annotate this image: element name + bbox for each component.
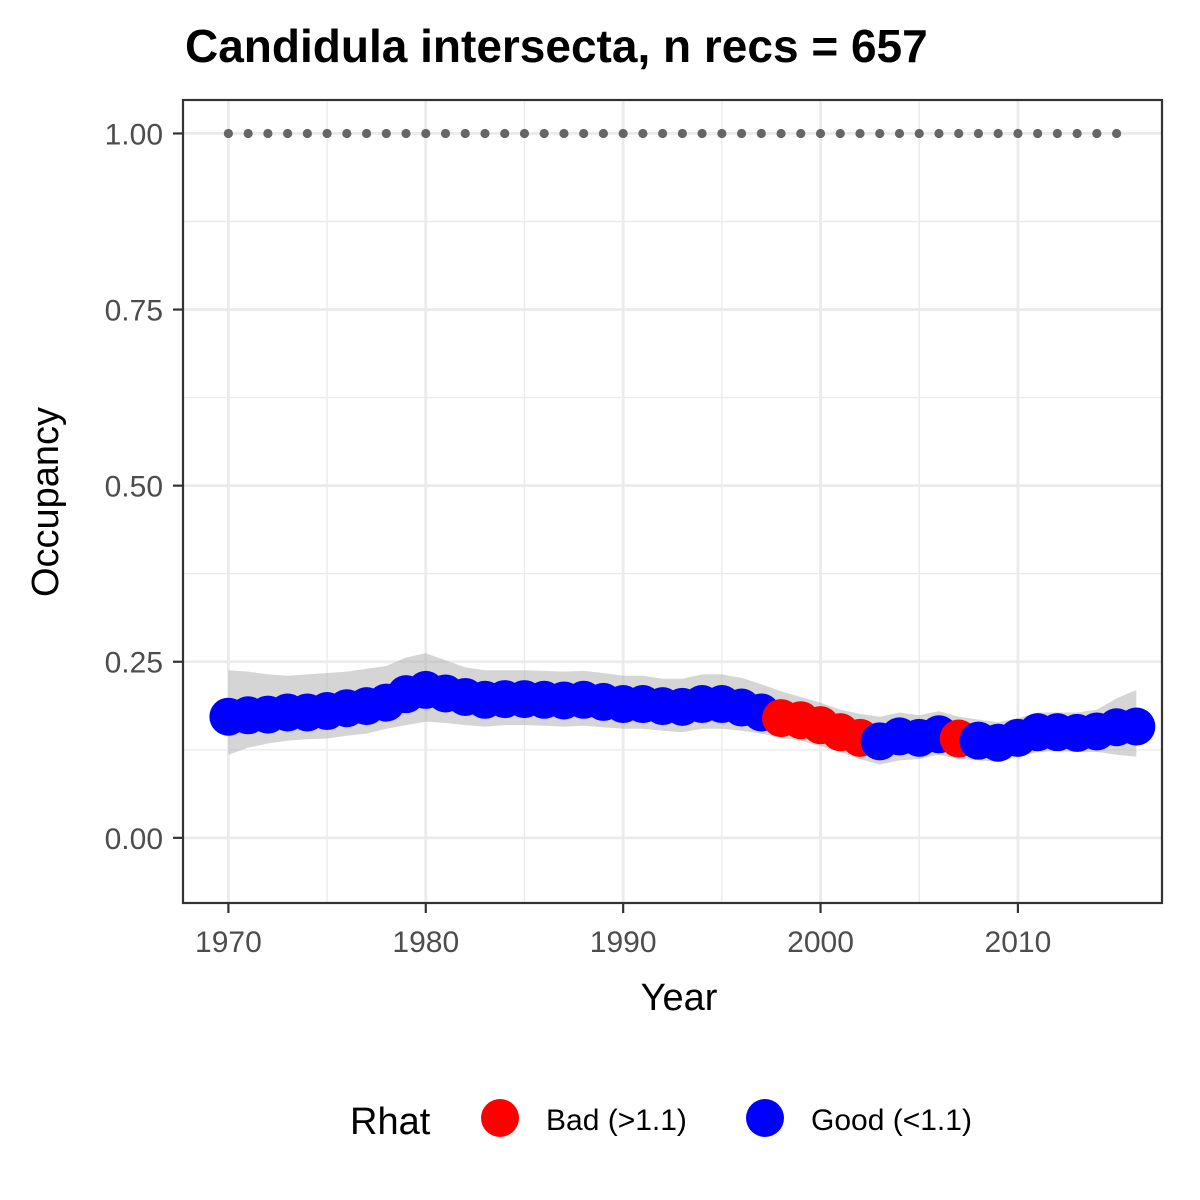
reference-point — [598, 128, 609, 139]
reference-point — [421, 128, 431, 139]
reference-point — [776, 128, 786, 139]
x-tick-label: 1970 — [195, 926, 262, 959]
x-axis-title: Year — [641, 977, 718, 1019]
reference-point — [1033, 128, 1043, 139]
reference-point — [934, 128, 944, 139]
legend-label-bad: Bad (>1.1) — [546, 1104, 687, 1137]
y-axis: 0.00 0.25 0.50 0.75 1.00 — [105, 118, 183, 856]
reference-point — [1092, 128, 1102, 139]
reference-point — [993, 128, 1003, 139]
reference-point — [243, 128, 253, 139]
panel-border — [181, 98, 1164, 905]
legend-label-good: Good (<1.1) — [811, 1104, 972, 1137]
plot-panel — [181, 98, 1164, 905]
chart-title: Candidula intersecta, n recs = 657 — [185, 20, 928, 72]
y-tick-label: 1.00 — [105, 118, 163, 151]
legend: Rhat Bad (>1.1) Good (<1.1) — [350, 1099, 972, 1143]
reference-point — [954, 128, 964, 139]
reference-point — [519, 128, 530, 139]
y-tick-label: 0.50 — [105, 471, 163, 504]
reference-point — [223, 128, 233, 139]
reference-point — [401, 128, 411, 139]
reference-point — [815, 128, 826, 139]
panel-background — [183, 100, 1162, 903]
reference-point — [1112, 128, 1122, 139]
x-tick-label: 1990 — [590, 926, 657, 959]
reference-point — [875, 128, 885, 139]
reference-point — [1013, 128, 1023, 139]
reference-point — [480, 128, 490, 139]
reference-point — [283, 128, 293, 139]
reference-point — [460, 128, 470, 139]
reference-point — [638, 128, 648, 139]
reference-point — [302, 128, 312, 139]
reference-point — [500, 128, 510, 139]
reference-point — [736, 128, 747, 139]
reference-point — [342, 128, 352, 139]
reference-point — [381, 128, 391, 139]
reference-point — [756, 128, 766, 139]
reference-point — [894, 128, 905, 139]
reference-point — [658, 128, 668, 139]
legend-key-good — [746, 1099, 784, 1137]
y-tick-label: 0.75 — [105, 295, 163, 328]
reference-point — [361, 128, 372, 139]
legend-key-bad — [481, 1099, 519, 1137]
reference-point — [322, 128, 332, 139]
reference-point — [697, 128, 707, 139]
legend-title: Rhat — [350, 1101, 431, 1143]
reference-point — [835, 128, 845, 139]
reference-point — [973, 128, 984, 139]
reference-point — [796, 128, 806, 139]
reference-point — [559, 128, 569, 139]
reference-point — [717, 128, 727, 139]
y-tick-label: 0.25 — [105, 647, 163, 680]
x-tick-label: 2010 — [985, 926, 1052, 959]
occupancy-point-2016 — [1117, 707, 1156, 746]
x-tick-label: 2000 — [787, 926, 854, 959]
y-tick-label: 0.00 — [105, 823, 163, 856]
x-tick-label: 1980 — [392, 926, 459, 959]
reference-point — [539, 128, 549, 139]
reference-point — [618, 128, 628, 139]
x-axis: 1970 1980 1990 2000 2010 — [195, 903, 1051, 959]
y-axis-title: Occupancy — [25, 407, 67, 597]
reference-point — [440, 128, 451, 139]
reference-point — [855, 128, 865, 139]
reference-point — [579, 128, 589, 139]
reference-point — [263, 128, 273, 139]
reference-point — [1052, 128, 1062, 139]
reference-point — [1072, 128, 1082, 139]
reference-point — [914, 128, 924, 139]
reference-point — [677, 128, 687, 139]
